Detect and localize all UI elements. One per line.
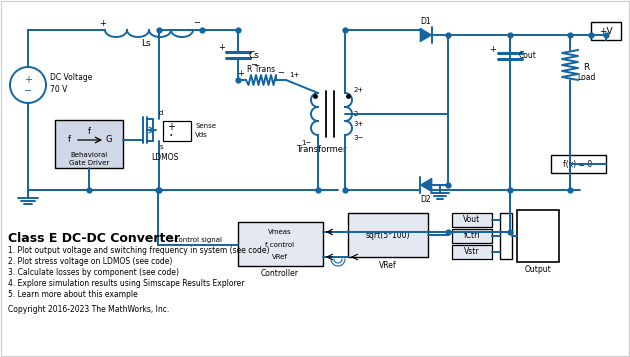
- Text: −: −: [193, 19, 200, 27]
- Text: R Trans: R Trans: [247, 65, 275, 75]
- Bar: [517, 210, 559, 262]
- Text: 5. Learn more about this example: 5. Learn more about this example: [8, 290, 138, 299]
- Text: +: +: [490, 45, 496, 55]
- Text: DC Voltage: DC Voltage: [50, 72, 93, 81]
- Text: Vmeas: Vmeas: [268, 229, 292, 235]
- Text: Vstr: Vstr: [464, 247, 480, 256]
- Text: ·: ·: [169, 129, 173, 143]
- Text: Cs: Cs: [249, 50, 260, 60]
- Text: Transformer: Transformer: [295, 146, 346, 155]
- Text: VRef: VRef: [379, 261, 397, 270]
- Text: +: +: [24, 75, 32, 85]
- Text: Vout: Vout: [464, 216, 481, 225]
- Text: f: f: [88, 127, 91, 136]
- Text: +: +: [167, 122, 175, 132]
- Bar: [163, 121, 191, 141]
- Bar: [591, 22, 621, 40]
- Text: d: d: [159, 110, 163, 116]
- Bar: [452, 213, 492, 227]
- Text: G: G: [106, 136, 112, 145]
- Text: 2. Plot stress voltage on LDMOS (see code): 2. Plot stress voltage on LDMOS (see cod…: [8, 257, 173, 266]
- Text: f: f: [67, 136, 71, 145]
- Text: 3+: 3+: [354, 121, 364, 127]
- Text: 3. Calculate losses by component (see code): 3. Calculate losses by component (see co…: [8, 268, 179, 277]
- Text: f(x) = 0: f(x) = 0: [563, 160, 593, 169]
- Text: VRef: VRef: [272, 254, 288, 260]
- Polygon shape: [420, 178, 432, 192]
- Text: Gate Driver: Gate Driver: [69, 160, 109, 166]
- Text: Ls: Ls: [141, 39, 151, 47]
- Bar: [500, 213, 512, 259]
- Bar: [452, 245, 492, 259]
- Text: −: −: [277, 69, 285, 77]
- Text: +: +: [238, 69, 244, 77]
- Bar: [452, 229, 492, 243]
- Text: −: −: [251, 60, 258, 70]
- Bar: [238, 222, 323, 266]
- Text: sqrt(5*100): sqrt(5*100): [366, 231, 410, 240]
- Text: 1−: 1−: [301, 140, 311, 146]
- Text: Output: Output: [525, 266, 551, 275]
- Text: Controller: Controller: [261, 270, 299, 278]
- Bar: [55, 120, 123, 168]
- Text: 2+: 2+: [354, 87, 364, 93]
- Bar: [348, 213, 428, 257]
- Text: LDMOS: LDMOS: [151, 152, 179, 161]
- Text: 1+: 1+: [289, 72, 299, 78]
- Polygon shape: [420, 28, 432, 42]
- Text: Copyright 2016-2023 The MathWorks, Inc.: Copyright 2016-2023 The MathWorks, Inc.: [8, 305, 169, 314]
- Text: Sense: Sense: [195, 123, 216, 129]
- Text: R: R: [583, 64, 589, 72]
- Text: Cout: Cout: [519, 51, 537, 60]
- Text: 3−: 3−: [354, 135, 364, 141]
- Text: 1. Plot output voltage and switching frequency in system (see code): 1. Plot output voltage and switching fre…: [8, 246, 270, 255]
- Bar: [551, 155, 606, 173]
- Text: f control: f control: [265, 242, 295, 248]
- Text: Class E DC-DC Converter: Class E DC-DC Converter: [8, 232, 180, 245]
- Text: f-control signal: f-control signal: [170, 237, 222, 243]
- Text: s: s: [159, 144, 163, 150]
- Text: Behavioral: Behavioral: [71, 152, 108, 158]
- Text: fCtrl: fCtrl: [464, 231, 480, 241]
- Text: D1: D1: [421, 16, 432, 25]
- Text: 2−: 2−: [354, 111, 364, 117]
- Text: Load: Load: [577, 74, 595, 82]
- Text: 4. Explore simulation results using Simscape Results Explorer: 4. Explore simulation results using Sims…: [8, 279, 244, 288]
- Text: +V: +V: [599, 26, 613, 35]
- Text: Vds: Vds: [195, 132, 208, 138]
- Text: −: −: [24, 86, 32, 96]
- Text: D2: D2: [421, 195, 432, 203]
- Text: +: +: [219, 44, 226, 52]
- Text: 70 V: 70 V: [50, 85, 67, 94]
- Text: +: +: [100, 19, 106, 27]
